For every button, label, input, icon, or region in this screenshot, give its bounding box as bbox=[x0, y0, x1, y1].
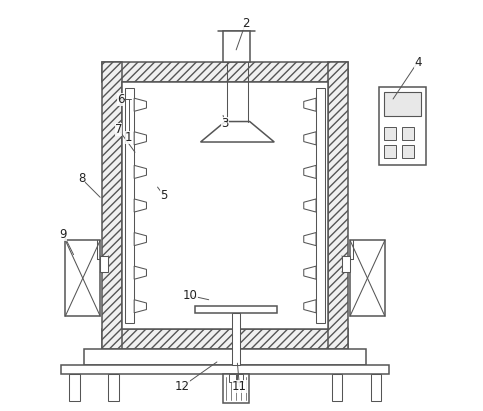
Bar bbox=[61, 365, 389, 374]
Polygon shape bbox=[304, 233, 316, 246]
Text: 6: 6 bbox=[117, 92, 125, 106]
Text: 8: 8 bbox=[78, 172, 85, 185]
Bar bbox=[332, 374, 342, 401]
Bar bbox=[350, 240, 385, 316]
Polygon shape bbox=[134, 300, 146, 313]
Bar bbox=[328, 62, 348, 349]
Text: 2: 2 bbox=[242, 17, 249, 30]
Bar bbox=[195, 306, 277, 313]
Bar bbox=[232, 313, 240, 365]
Text: 10: 10 bbox=[183, 289, 198, 302]
Bar bbox=[102, 62, 122, 349]
Bar bbox=[342, 256, 350, 272]
Text: 5: 5 bbox=[160, 189, 168, 202]
Bar bbox=[384, 127, 396, 141]
Text: 1: 1 bbox=[125, 132, 133, 144]
Polygon shape bbox=[134, 266, 146, 279]
Text: 4: 4 bbox=[414, 55, 421, 69]
Text: 12: 12 bbox=[175, 380, 190, 393]
Bar bbox=[384, 145, 396, 158]
Bar bbox=[402, 127, 414, 141]
Bar bbox=[70, 374, 80, 401]
Polygon shape bbox=[304, 266, 316, 279]
Polygon shape bbox=[134, 165, 146, 178]
Polygon shape bbox=[304, 199, 316, 212]
Polygon shape bbox=[304, 132, 316, 145]
Polygon shape bbox=[304, 300, 316, 313]
Bar bbox=[384, 92, 421, 116]
Text: 11: 11 bbox=[232, 380, 247, 393]
Polygon shape bbox=[200, 122, 274, 142]
Text: 9: 9 bbox=[59, 228, 67, 241]
Bar bbox=[237, 374, 243, 382]
Polygon shape bbox=[134, 132, 146, 145]
Bar bbox=[102, 62, 348, 82]
Bar bbox=[223, 31, 250, 62]
Bar bbox=[223, 374, 250, 403]
Polygon shape bbox=[304, 165, 316, 178]
Bar bbox=[379, 87, 426, 164]
Bar bbox=[84, 349, 367, 365]
Text: 7: 7 bbox=[115, 123, 122, 136]
Bar bbox=[370, 374, 381, 401]
Bar bbox=[402, 145, 414, 158]
Polygon shape bbox=[134, 199, 146, 212]
Polygon shape bbox=[134, 233, 146, 246]
Bar bbox=[122, 82, 328, 329]
Text: 3: 3 bbox=[221, 117, 229, 130]
Bar bbox=[65, 240, 100, 316]
Bar bbox=[102, 329, 348, 349]
Polygon shape bbox=[134, 98, 146, 111]
Bar bbox=[316, 88, 325, 323]
Polygon shape bbox=[304, 98, 316, 111]
Bar bbox=[100, 256, 108, 272]
Bar bbox=[229, 374, 236, 382]
Bar bbox=[125, 88, 134, 323]
Bar bbox=[108, 374, 119, 401]
